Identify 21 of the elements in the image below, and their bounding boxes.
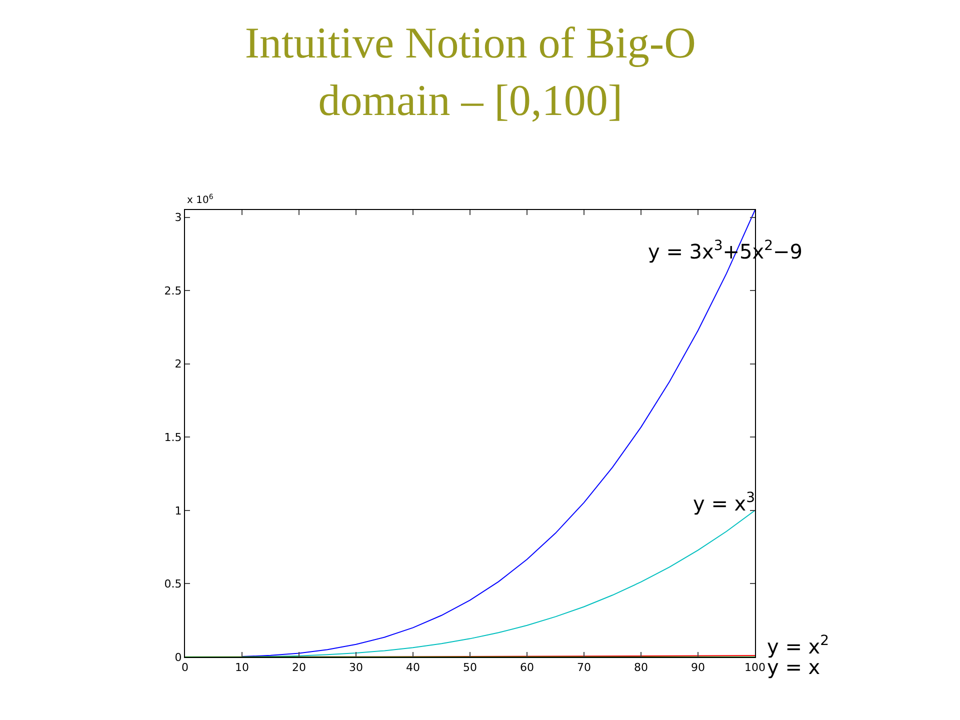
y-tick-label: 0.5 [164,578,182,591]
chart-title: Intuitive Notion of Big-O [244,18,696,68]
y-tick-label: 0 [174,650,182,664]
y-tick-label: 1.5 [164,431,182,444]
x-tick-label: 30 [349,661,363,674]
y-tick-label: 2.5 [164,284,182,298]
text: x 10$^{6}$ [187,193,214,206]
x-tick-label: 100 [744,661,766,674]
y-tick-label: 2 [174,358,182,371]
x-tick-label: 20 [292,661,306,674]
y-tick-label: 1 [174,504,182,518]
x-tick-label: 40 [406,661,420,674]
y-tick-label: 3 [174,211,182,224]
x-tick-label: 90 [691,661,705,674]
x-tick-label: 10 [235,661,249,674]
chart-subtitle: domain – [0,100] [318,76,623,125]
x-tick-label: 70 [577,661,591,674]
x-tick-label: 80 [634,661,648,674]
x-tick-label: 50 [463,661,477,674]
x-tick-label: 60 [520,661,534,674]
series-label: y = x$^{3}$ [693,490,756,516]
